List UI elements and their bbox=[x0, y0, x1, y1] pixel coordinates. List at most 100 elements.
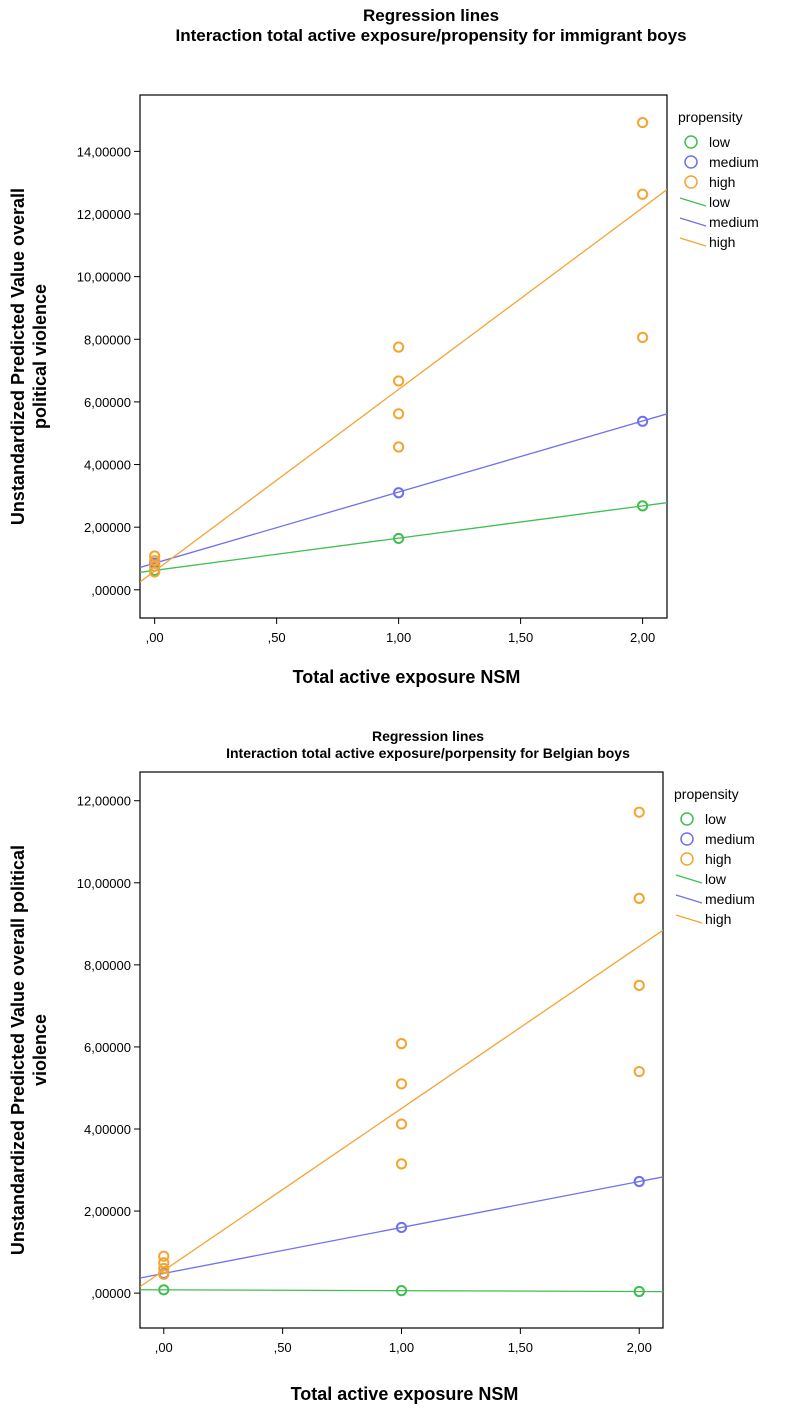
legend-line-label-high: high bbox=[709, 234, 735, 250]
y-tick-label: 14,00000 bbox=[77, 144, 131, 159]
y-tick-label: 12,00000 bbox=[77, 207, 131, 222]
chart-svg: ,00 ,50 1,00 1,50 2,00 ,00000 2,00000 4,00000 6,… bbox=[8, 771, 755, 1404]
y-tick-label: 6,00000 bbox=[84, 395, 131, 410]
legend-marker-low bbox=[684, 135, 698, 149]
legend-title: propensity bbox=[678, 109, 743, 125]
x-axis-label: Total active exposure NSM bbox=[291, 1384, 519, 1404]
legend-line-high bbox=[675, 914, 703, 924]
point-high bbox=[633, 892, 645, 904]
legend-line-label-medium: medium bbox=[705, 891, 755, 907]
y-axis-label: violence bbox=[30, 1014, 50, 1086]
legend-line-low bbox=[679, 197, 707, 207]
regression-line-high bbox=[140, 189, 667, 583]
point-high bbox=[158, 1268, 170, 1280]
point-high bbox=[395, 1118, 408, 1130]
x-tick-label: ,00 bbox=[155, 1340, 173, 1355]
point-high bbox=[149, 566, 161, 578]
regression-line-medium bbox=[140, 1176, 663, 1279]
legend-marker-high bbox=[680, 852, 694, 866]
chart-belgian-boys: Regression lines Interaction total activ… bbox=[0, 720, 788, 1410]
legend-line-label-medium: medium bbox=[709, 214, 759, 230]
legend-line-label-low: low bbox=[709, 194, 731, 210]
legend-line-medium bbox=[679, 217, 707, 227]
plot-area bbox=[139, 94, 668, 619]
point-low bbox=[633, 1285, 645, 1298]
point-high bbox=[158, 1250, 170, 1262]
point-high bbox=[637, 188, 649, 200]
legend-line-medium bbox=[675, 894, 703, 904]
x-axis-label: Total active exposure NSM bbox=[293, 667, 521, 687]
y-tick-label: 12,00000 bbox=[77, 794, 131, 809]
legend-title: propensity bbox=[674, 786, 739, 802]
point-low bbox=[637, 500, 649, 512]
y-tick-label: 2,00000 bbox=[84, 1204, 131, 1219]
point-high bbox=[633, 979, 645, 991]
legend-marker-medium bbox=[684, 155, 698, 169]
point-high bbox=[393, 375, 405, 387]
point-high bbox=[149, 550, 161, 562]
x-tick-label: 2,00 bbox=[627, 1340, 652, 1355]
chart-title: Regression lines bbox=[362, 6, 500, 25]
chart-subtitle: Interaction total active exposure/propen… bbox=[175, 26, 687, 46]
y-tick-label: ,00000 bbox=[91, 583, 131, 598]
x-tick-label: 1,50 bbox=[508, 630, 533, 645]
y-tick-label: ,00000 bbox=[91, 1286, 131, 1301]
point-high bbox=[637, 116, 649, 129]
plot-area bbox=[139, 771, 664, 1329]
y-axis-label: Unstandardized Predicted Value overall bbox=[8, 188, 28, 525]
y-tick-label: 6,00000 bbox=[84, 1040, 131, 1055]
legend-label-low: low bbox=[709, 134, 731, 150]
chart-title-block: Regression lines Interaction total activ… bbox=[0, 728, 788, 762]
point-high bbox=[158, 1257, 170, 1269]
point-high bbox=[633, 806, 645, 818]
point-high bbox=[393, 341, 405, 353]
legend-line-high bbox=[679, 237, 707, 247]
point-medium bbox=[637, 415, 649, 427]
y-tick-label: 4,00000 bbox=[84, 1122, 131, 1137]
legend-label-high: high bbox=[705, 851, 731, 867]
point-high bbox=[149, 560, 161, 572]
point-high bbox=[149, 555, 161, 567]
legend-label-low: low bbox=[705, 811, 727, 827]
point-high bbox=[395, 1158, 408, 1170]
regression-line-low bbox=[140, 1289, 663, 1293]
x-tick-label: 1,00 bbox=[389, 1340, 414, 1355]
point-medium bbox=[395, 1221, 408, 1234]
legend-marker-low bbox=[680, 812, 694, 826]
point-low bbox=[395, 1285, 408, 1297]
point-high bbox=[633, 1065, 645, 1078]
point-low bbox=[393, 532, 405, 545]
point-high bbox=[395, 1078, 408, 1090]
y-tick-label: 8,00000 bbox=[84, 332, 131, 347]
point-low bbox=[158, 1284, 170, 1296]
legend-label-high: high bbox=[709, 174, 735, 190]
y-axis-label: Unstandardized Predicted Value overall p… bbox=[8, 845, 28, 1255]
legend-marker-medium bbox=[680, 832, 694, 846]
chart-title: Regression lines bbox=[371, 728, 485, 744]
y-axis-label: political violence bbox=[30, 284, 50, 429]
point-high bbox=[158, 1262, 170, 1275]
legend-line-low bbox=[675, 874, 703, 884]
point-high bbox=[637, 331, 649, 343]
x-tick-label: 1,50 bbox=[508, 1340, 533, 1355]
legend-label-medium: medium bbox=[705, 831, 755, 847]
legend-line-label-low: low bbox=[705, 871, 727, 887]
x-tick-label: 2,00 bbox=[630, 630, 655, 645]
x-tick-label: ,00 bbox=[146, 630, 164, 645]
point-medium bbox=[393, 487, 405, 499]
chart-subtitle: Interaction total active exposure/porpen… bbox=[226, 744, 630, 761]
y-tick-label: 10,00000 bbox=[77, 270, 131, 285]
y-tick-label: 4,00000 bbox=[84, 458, 131, 473]
legend-line-label-high: high bbox=[705, 911, 731, 927]
x-tick-label: 1,00 bbox=[386, 630, 411, 645]
x-tick-label: ,50 bbox=[268, 630, 286, 645]
y-tick-label: 8,00000 bbox=[84, 958, 131, 973]
y-tick-label: 10,00000 bbox=[77, 876, 131, 891]
point-high bbox=[393, 441, 405, 453]
x-tick-label: ,50 bbox=[274, 1340, 292, 1355]
chart-immigrant-boys: Regression lines Interaction total activ… bbox=[0, 0, 788, 700]
chart-svg: ,00 ,50 1,00 1,50 2,00 ,00000 2,00000 4,00000 6,… bbox=[8, 94, 759, 687]
point-medium bbox=[633, 1175, 645, 1188]
legend-label-medium: medium bbox=[709, 154, 759, 170]
point-high bbox=[393, 408, 405, 420]
